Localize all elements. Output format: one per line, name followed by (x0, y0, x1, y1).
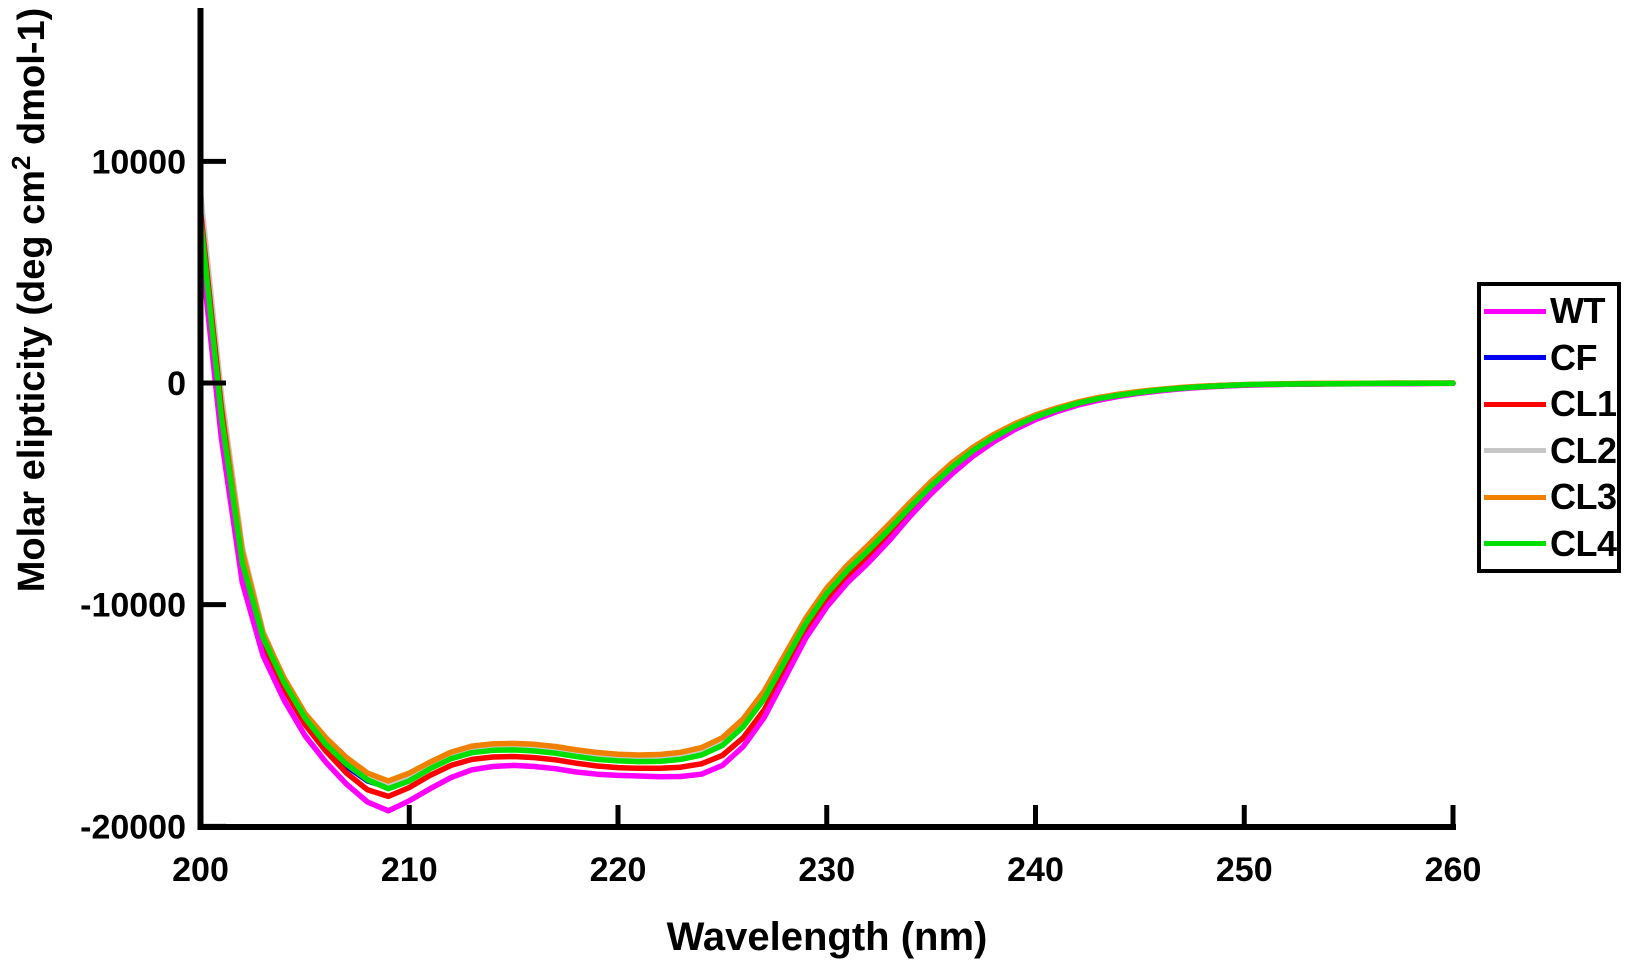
curve-CL4 (197, 216, 1456, 792)
curve-WT (197, 240, 1456, 814)
curve-CF (197, 236, 1456, 791)
x-tick-label-200: 200 (172, 851, 229, 889)
legend-label-CL4: CL4 (1550, 522, 1617, 564)
legend-line-CL3 (1484, 494, 1546, 500)
legend-label-CF: CF (1550, 336, 1598, 378)
legend-item-CL4: CL4 (1484, 522, 1617, 564)
legend-line-CF (1484, 355, 1546, 361)
legend-label-CL1: CL1 (1550, 383, 1617, 425)
curve-CL1 (197, 207, 1456, 800)
legend-label-CL2: CL2 (1550, 429, 1617, 471)
legend-line-CL1 (1484, 401, 1546, 407)
legend-line-WT (1484, 308, 1546, 314)
y-tick-label-10000: 10000 (91, 143, 186, 181)
x-tick-label-230: 230 (798, 851, 855, 889)
legend-line-CL4 (1484, 541, 1546, 547)
legend-item-WT: WT (1484, 293, 1617, 329)
legend-item-CL1: CL1 (1484, 386, 1617, 422)
legend-line-CL2 (1484, 448, 1546, 454)
y-axis-title: Molar elipticity (deg cm2 dmol-1) (6, 8, 53, 593)
curve-CL2 (197, 189, 1456, 787)
x-tick-label-220: 220 (590, 851, 647, 889)
x-tick-label-250: 250 (1216, 851, 1273, 889)
x-axis-title: Wavelength (nm) (667, 915, 988, 959)
y-tick-label--20000: -20000 (80, 808, 186, 846)
x-tick-label-210: 210 (381, 851, 438, 889)
legend-label-CL3: CL3 (1550, 476, 1617, 518)
curve-CL3 (197, 209, 1456, 784)
legend-item-CF: CF (1484, 336, 1617, 378)
y-tick-label--10000: -10000 (80, 587, 186, 625)
legend: WT CF CL1 CL2 CL3 CL4 (1477, 282, 1621, 573)
legend-item-CL3: CL3 (1484, 479, 1617, 515)
legend-label-WT: WT (1550, 290, 1605, 332)
y-axis-title-superscript: 2 (6, 156, 36, 170)
legend-item-CL2: CL2 (1484, 429, 1617, 471)
y-tick-label-0: 0 (167, 365, 186, 403)
x-tick-label-260: 260 (1425, 851, 1482, 889)
x-tick-label-240: 240 (1007, 851, 1064, 889)
